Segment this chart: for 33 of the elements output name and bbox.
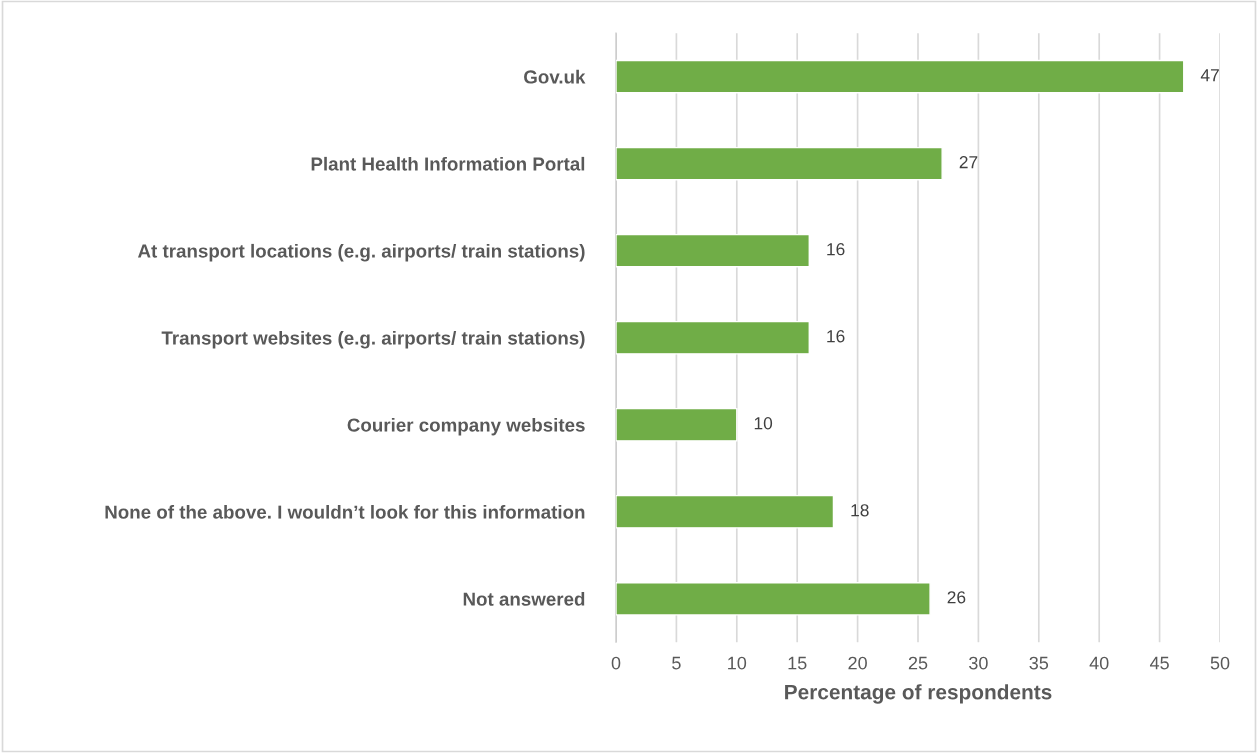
y-tick-label: At transport locations (e.g. airports/ train stations) bbox=[137, 243, 585, 262]
x-tick-label: 35 bbox=[1029, 656, 1049, 670]
y-tick-label: None of the above. I wouldn’t look for this information bbox=[105, 504, 585, 519]
data-label: 18 bbox=[851, 504, 869, 517]
y-tick-label: Plant Health Information Portal bbox=[311, 156, 585, 171]
data-label: 10 bbox=[754, 417, 773, 430]
x-tick-label: 30 bbox=[969, 656, 988, 670]
x-tick-label: 15 bbox=[788, 656, 807, 670]
bar bbox=[616, 146, 943, 181]
x-tick-label: 5 bbox=[672, 656, 681, 670]
x-tick-label: 10 bbox=[728, 656, 747, 670]
bar bbox=[616, 233, 810, 268]
x-tick-label: 20 bbox=[848, 656, 867, 670]
data-label: 16 bbox=[827, 330, 845, 343]
y-tick-label: Courier company websites bbox=[347, 417, 585, 436]
x-tick-label: 45 bbox=[1149, 656, 1169, 670]
bar bbox=[616, 407, 738, 442]
x-axis-title: Percentage of respondents bbox=[785, 684, 1052, 704]
bar bbox=[616, 59, 1185, 94]
x-tick-label: 0 bbox=[611, 656, 621, 670]
bar bbox=[616, 582, 931, 616]
x-tick-label: 50 bbox=[1210, 656, 1230, 670]
bar bbox=[616, 320, 810, 355]
bar bbox=[616, 494, 835, 529]
x-tick-label: 25 bbox=[908, 656, 928, 670]
data-label: 47 bbox=[1200, 69, 1219, 82]
y-tick-label: Not answered bbox=[463, 592, 585, 606]
data-label: 26 bbox=[947, 591, 966, 604]
data-label: 16 bbox=[827, 243, 845, 256]
y-tick-label: Transport websites (e.g. airports/ train stations) bbox=[161, 330, 585, 349]
x-tick-label: 40 bbox=[1089, 656, 1109, 670]
y-tick-label: Gov.uk bbox=[524, 69, 586, 84]
data-label: 27 bbox=[959, 156, 978, 169]
